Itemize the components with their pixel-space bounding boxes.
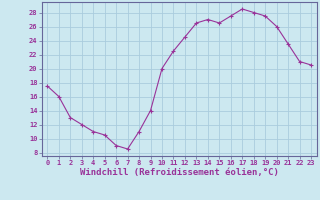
X-axis label: Windchill (Refroidissement éolien,°C): Windchill (Refroidissement éolien,°C) [80,168,279,177]
